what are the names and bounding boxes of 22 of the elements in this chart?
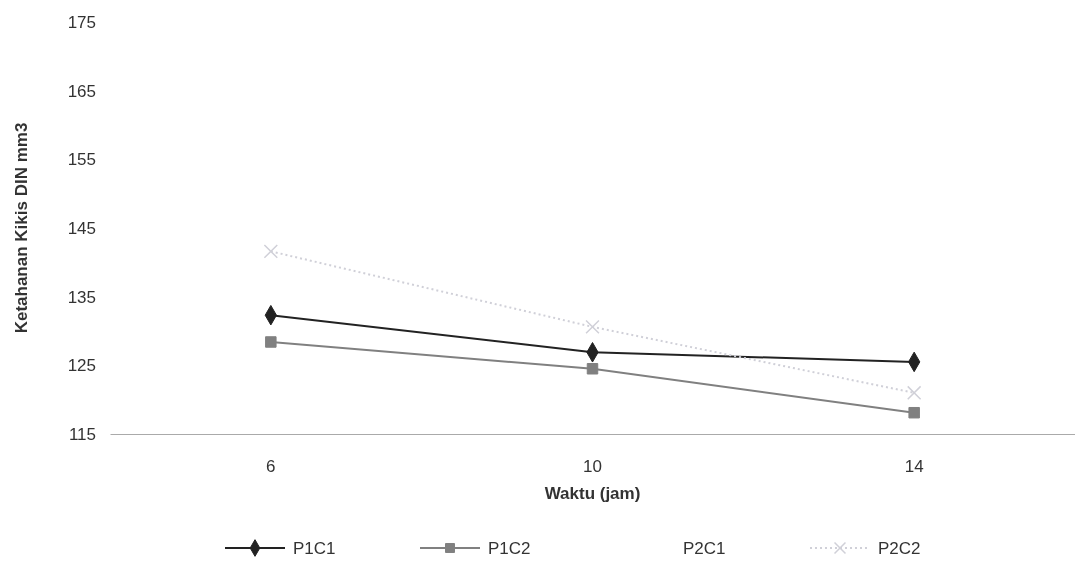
point: [908, 406, 920, 419]
text: P2C1: [683, 539, 726, 558]
y-tick-label: 115: [68, 424, 96, 444]
y-tick-label: 165: [67, 81, 96, 101]
x-axis-title: Waktu (jam): [544, 484, 641, 503]
y-tick-label: 145: [67, 218, 96, 238]
y-tick-label: 175: [67, 12, 96, 32]
legend-label: P1C1: [293, 539, 336, 558]
y-tick-label: 135: [67, 287, 96, 307]
point: [265, 336, 277, 348]
y-tick-label: 155: [67, 150, 96, 170]
y-axis-title: Ketahanan Kikis DIN mm3: [12, 122, 31, 334]
legend-label: P2C2: [878, 539, 921, 558]
legend-label: P1C2: [488, 539, 531, 558]
point: [263, 244, 279, 259]
x-tick-label: 10: [583, 457, 602, 477]
x-tick-label: 6: [266, 457, 276, 477]
point: [586, 363, 599, 375]
y-tick-label: 125: [67, 356, 96, 376]
point: [585, 319, 600, 335]
point: [906, 385, 922, 400]
x-tick-label: 14: [904, 457, 924, 477]
